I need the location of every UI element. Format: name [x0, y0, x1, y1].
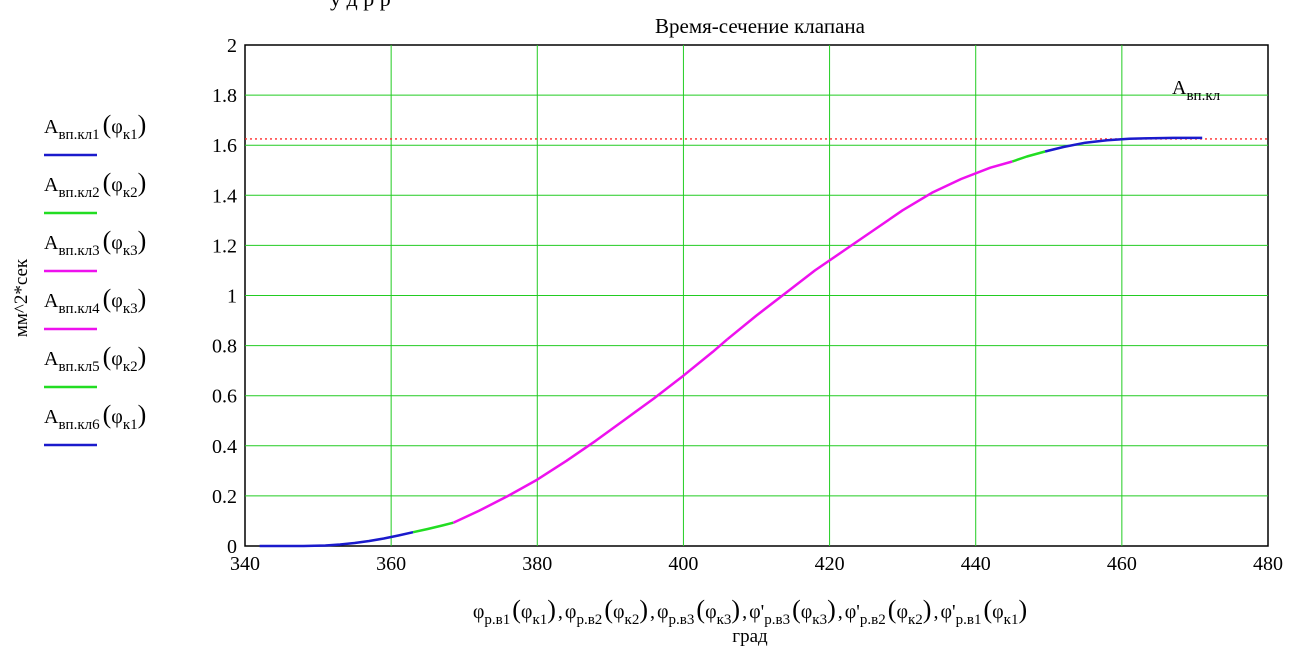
- legend-entry-label: Aвп.кл3 (φк3): [44, 226, 146, 259]
- grid: [245, 45, 1268, 546]
- x-tick-label: 440: [961, 553, 991, 575]
- y-tick-label: 0.6: [212, 386, 237, 408]
- y-tick-label: 1.8: [212, 85, 237, 107]
- y-tick-label: 0: [227, 536, 237, 558]
- series-line: [726, 160, 1013, 341]
- legend-entry-label: Aвп.кл4 (φк3): [44, 284, 146, 317]
- chart-title: Время-сечение клапана: [655, 14, 866, 38]
- y-axis-label: мм^2*сек: [11, 258, 32, 337]
- x-tick-label: 360: [376, 553, 406, 575]
- x-tick-label: 380: [522, 553, 552, 575]
- legend-entry-label: Aвп.кл2 (φк2): [44, 168, 146, 201]
- series-line: [1011, 150, 1046, 163]
- reference-line-group: Aвп.кл: [245, 77, 1268, 140]
- series-line: [412, 521, 454, 534]
- y-tick-label: 1.2: [212, 235, 237, 257]
- x-axis-label: φр.в1(φк1), φр.в2(φк2), φр.в3(φк3), φ'р.в3(…: [473, 595, 1027, 628]
- legend-entry-label: Aвп.кл5 (φк2): [44, 342, 146, 375]
- series-line: [1044, 136, 1203, 153]
- y-tick-label: 0.4: [212, 436, 237, 458]
- x-tick-labels: 340 360 380 400 420 440 460 480: [230, 553, 1283, 575]
- x-tick-label: 420: [815, 553, 845, 575]
- x-tick-label: 340: [230, 553, 260, 575]
- legend: Aвп.кл1 (φк1) Aвп.кл2 (φк2) Aвп.кл3 (φк3) Aвп.…: [44, 110, 146, 447]
- cropped-header-text: у д р р: [330, 0, 391, 12]
- x-axis-units: град: [732, 626, 768, 647]
- y-tick-label: 1.4: [212, 185, 237, 207]
- series-line: [452, 338, 729, 524]
- series-line: [259, 530, 414, 548]
- y-tick-label: 2: [227, 35, 237, 57]
- reference-line-label: Aвп.кл: [1172, 77, 1221, 104]
- legend-entry-label: Aвп.кл1 (φк1): [44, 110, 146, 143]
- y-tick-labels: 0 0.2 0.4 0.6 0.8 1 1.2 1.4 1.6 1.8 2: [212, 35, 237, 558]
- x-tick-label: 400: [668, 553, 698, 575]
- y-tick-label: 1.6: [212, 135, 237, 157]
- x-tick-label: 480: [1253, 553, 1283, 575]
- y-tick-label: 1: [227, 286, 237, 308]
- series-lines: [259, 136, 1203, 548]
- y-tick-label: 0.8: [212, 336, 237, 358]
- x-tick-label: 460: [1107, 553, 1137, 575]
- legend-entry-label: Aвп.кл6 (φк1): [44, 400, 146, 433]
- y-tick-label: 0.2: [212, 486, 237, 508]
